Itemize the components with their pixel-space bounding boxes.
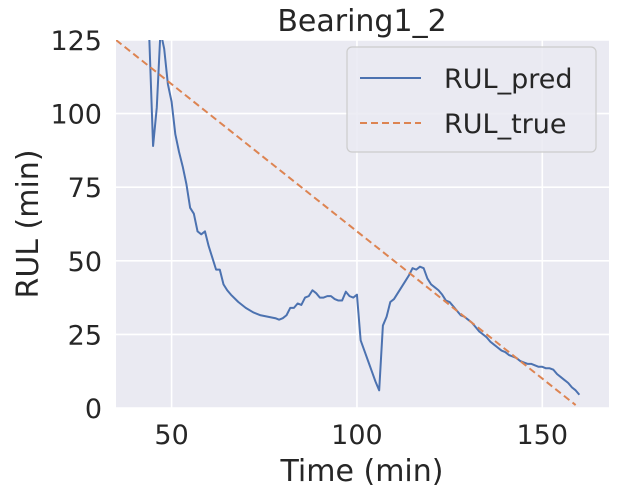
y-tick-label: 125 (50, 26, 102, 57)
y-axis-label: RUL (min) (11, 149, 46, 298)
x-tick-label: 50 (154, 420, 188, 451)
chart-title: Bearing1_2 (277, 4, 446, 39)
legend-label-rul-true: RUL_true (444, 109, 566, 140)
legend-label-rul-pred: RUL_pred (444, 64, 572, 95)
y-tick-label: 0 (85, 394, 102, 425)
series-layer (116, 40, 581, 406)
y-tick-label: 50 (68, 247, 102, 278)
legend: RUL_pred RUL_true (346, 46, 597, 153)
tick-labels: 50 100 150 0 25 50 75 100 125 (50, 26, 568, 451)
x-tick-label: 100 (331, 420, 383, 451)
y-tick-label: 25 (68, 320, 102, 351)
y-tick-label: 75 (68, 173, 102, 204)
series-line-rul-true (116, 40, 577, 406)
x-tick-label: 150 (517, 420, 569, 451)
y-tick-label: 100 (50, 100, 102, 131)
legend-frame (346, 46, 597, 153)
series-line-rul-pred (148, 40, 581, 396)
x-axis-label: Time (min) (280, 454, 444, 489)
